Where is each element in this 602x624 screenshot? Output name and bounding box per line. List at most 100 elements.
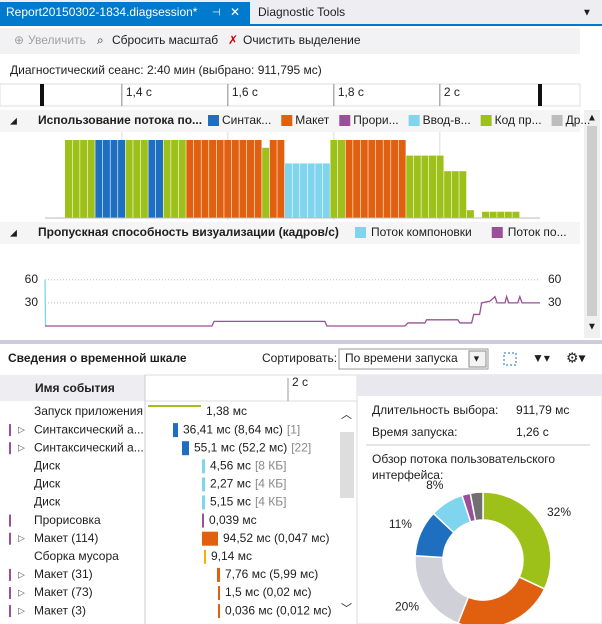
zoom-fit-icon[interactable] [503, 352, 517, 366]
dropdown[interactable] [468, 350, 487, 368]
toolbar [0, 28, 580, 54]
selection-start[interactable] [40, 84, 44, 106]
settings-icon[interactable]: ⚙▾ [566, 350, 586, 366]
sort-value[interactable]: По времени запуска [345, 351, 458, 365]
tab-menu[interactable]: ▼ [582, 8, 592, 19]
util-bar [80, 140, 88, 218]
dropdown-arrow[interactable]: ▼ [472, 353, 481, 363]
legend-swatch [408, 115, 420, 126]
row-marker [9, 442, 11, 455]
event-duration: 0,039 мс [209, 513, 257, 527]
util-title: Использование потока по... [38, 113, 202, 127]
pin[interactable]: ⊣ [212, 8, 221, 19]
tab-line [0, 24, 602, 26]
summary-header [357, 375, 602, 396]
util-bar [72, 140, 80, 218]
event-extra: [4 КБ] [255, 495, 287, 509]
util-bar [284, 163, 292, 218]
list-scroll-thumb[interactable] [340, 432, 354, 498]
util-bar [171, 140, 179, 218]
util-bar [224, 140, 232, 218]
ruler-label: 1,8 с [338, 85, 364, 99]
util-bar [322, 163, 330, 218]
expand-arrow[interactable]: ▷ [18, 569, 25, 579]
expand-arrow[interactable]: ▷ [18, 443, 25, 453]
tab-title[interactable]: Diagnostic Tools [258, 5, 345, 19]
util-bar [216, 140, 224, 218]
tp-title: Пропускная способность визуализации (кад… [38, 225, 339, 239]
collapse[interactable]: ◢ [10, 227, 17, 237]
event-name[interactable]: Диск [34, 458, 61, 472]
start: 1,26 с [516, 425, 549, 439]
event-name[interactable]: Синтаксический а... [34, 422, 144, 436]
clear-button[interactable]: Очистить выделение [243, 33, 361, 47]
ruler-label: 1,6 с [232, 85, 258, 99]
expand-arrow[interactable]: ▷ [18, 424, 25, 434]
sort-label: Сортировать: [262, 351, 337, 365]
overview-title: интерфейса: [372, 468, 443, 482]
expand-arrow[interactable]: ▷ [18, 605, 25, 615]
active-tab[interactable] [0, 2, 250, 24]
zoom-button[interactable]: Увеличить [28, 33, 86, 47]
legend-swatch [339, 115, 351, 126]
row-marker [9, 514, 11, 527]
session-info: Диагностический сеанс: 2:40 мин (выбрано… [10, 63, 322, 77]
util-bar [125, 140, 133, 218]
util-bar [262, 147, 270, 218]
legend-label: Код пр... [495, 113, 542, 127]
scroll-down[interactable]: ﹀ [341, 602, 352, 615]
sort-select[interactable] [338, 348, 489, 370]
util-bar [193, 140, 201, 218]
expand-arrow[interactable]: ▷ [18, 533, 25, 543]
util-bar [353, 140, 361, 218]
event-name[interactable]: Макет (114) [34, 531, 98, 545]
column-header [0, 375, 145, 401]
event-duration: 2,27 мс [210, 477, 251, 491]
splitter[interactable] [0, 340, 602, 344]
event-name[interactable]: Макет (3) [34, 603, 86, 617]
y-tick-label: 60 [25, 272, 39, 286]
util-bar [345, 140, 353, 218]
event-name[interactable]: Сборка мусора [34, 549, 119, 563]
start-label: Время запуска: [372, 425, 458, 439]
collapse[interactable]: ◢ [10, 115, 17, 125]
event-duration: 0,036 мс (0,012 мс) [225, 603, 332, 617]
reset-button[interactable]: Сбросить масштаб [112, 33, 218, 47]
selection-end[interactable] [538, 84, 542, 106]
expand-arrow[interactable]: ▷ [18, 587, 25, 597]
util-bar [269, 140, 277, 218]
tab-title[interactable]: Report20150302-1834.diagsession* [6, 5, 198, 19]
util-bar [65, 140, 72, 218]
event-duration: 1,5 мс (0,02 мс) [225, 585, 312, 599]
scroll-up[interactable]: ︿ [341, 409, 352, 421]
donut-label: 32% [547, 505, 571, 519]
legend-label: Макет [295, 113, 329, 127]
util-bar [307, 163, 315, 218]
scroll-up[interactable]: ▲ [587, 113, 597, 124]
legend-swatch [480, 115, 492, 126]
event-name[interactable]: Запуск приложения [34, 404, 143, 418]
close[interactable]: ✕ [230, 5, 240, 19]
scroll-down[interactable]: ▼ [587, 322, 597, 333]
event-name[interactable]: Макет (73) [34, 585, 93, 599]
scroll-thumb[interactable] [587, 126, 597, 316]
event-bar [202, 459, 205, 474]
util-bar [421, 155, 429, 218]
ruler-label: 2 с [444, 85, 460, 99]
event-name[interactable]: Макет (31) [34, 567, 93, 581]
event-duration: 5,15 мс [210, 495, 251, 509]
event-duration: 1,38 мс [206, 404, 247, 418]
event-duration: 7,76 мс (5,99 мс) [225, 567, 318, 581]
util-bar [383, 140, 391, 218]
event-name[interactable]: Синтаксический а... [34, 440, 144, 454]
tp-header [0, 222, 580, 244]
event-name[interactable]: Прорисовка [34, 513, 101, 527]
util-bar [133, 140, 141, 218]
util-bar [239, 140, 247, 218]
filter-icon[interactable]: ▼▾ [532, 351, 550, 365]
event-name[interactable]: Диск [34, 477, 61, 491]
event-extra: [1] [287, 422, 300, 436]
event-name[interactable]: Диск [34, 495, 61, 509]
util-bar [429, 155, 436, 218]
